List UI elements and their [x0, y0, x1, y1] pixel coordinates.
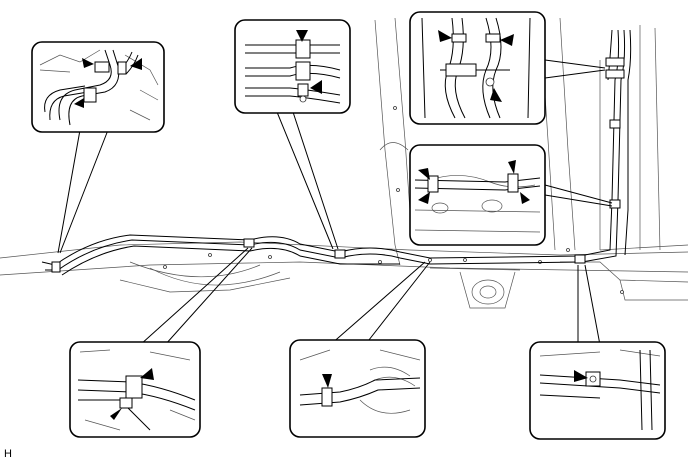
arrow-icon — [310, 80, 322, 94]
arrow-icon — [418, 168, 430, 180]
arrow-icon — [520, 192, 530, 204]
arrow-icon — [490, 88, 502, 102]
callout-1 — [31, 41, 165, 133]
arrow-icon — [438, 30, 452, 42]
arrow-icon — [508, 160, 516, 174]
vehicle-frame — [0, 17, 688, 309]
figure-code: H — [4, 448, 12, 460]
callout-2 — [234, 19, 351, 114]
leader-lines — [57, 59, 613, 346]
arrow-icon — [74, 98, 84, 108]
arrow-icon — [296, 30, 308, 42]
callout-6 — [289, 339, 426, 438]
arrow-icon — [500, 34, 514, 46]
callout-4 — [409, 144, 546, 246]
callout-7 — [529, 341, 666, 440]
arrow-icon — [418, 192, 430, 204]
callout-5 — [69, 341, 201, 438]
arrow-icon — [110, 408, 122, 420]
arrow-icon — [82, 58, 94, 68]
fuel-tubes — [41, 29, 632, 276]
arrow-icon — [140, 368, 154, 380]
arrow-icon — [574, 370, 588, 382]
arrow-icon — [130, 58, 142, 70]
callout-3 — [409, 11, 546, 125]
arrow-icon — [322, 374, 332, 388]
